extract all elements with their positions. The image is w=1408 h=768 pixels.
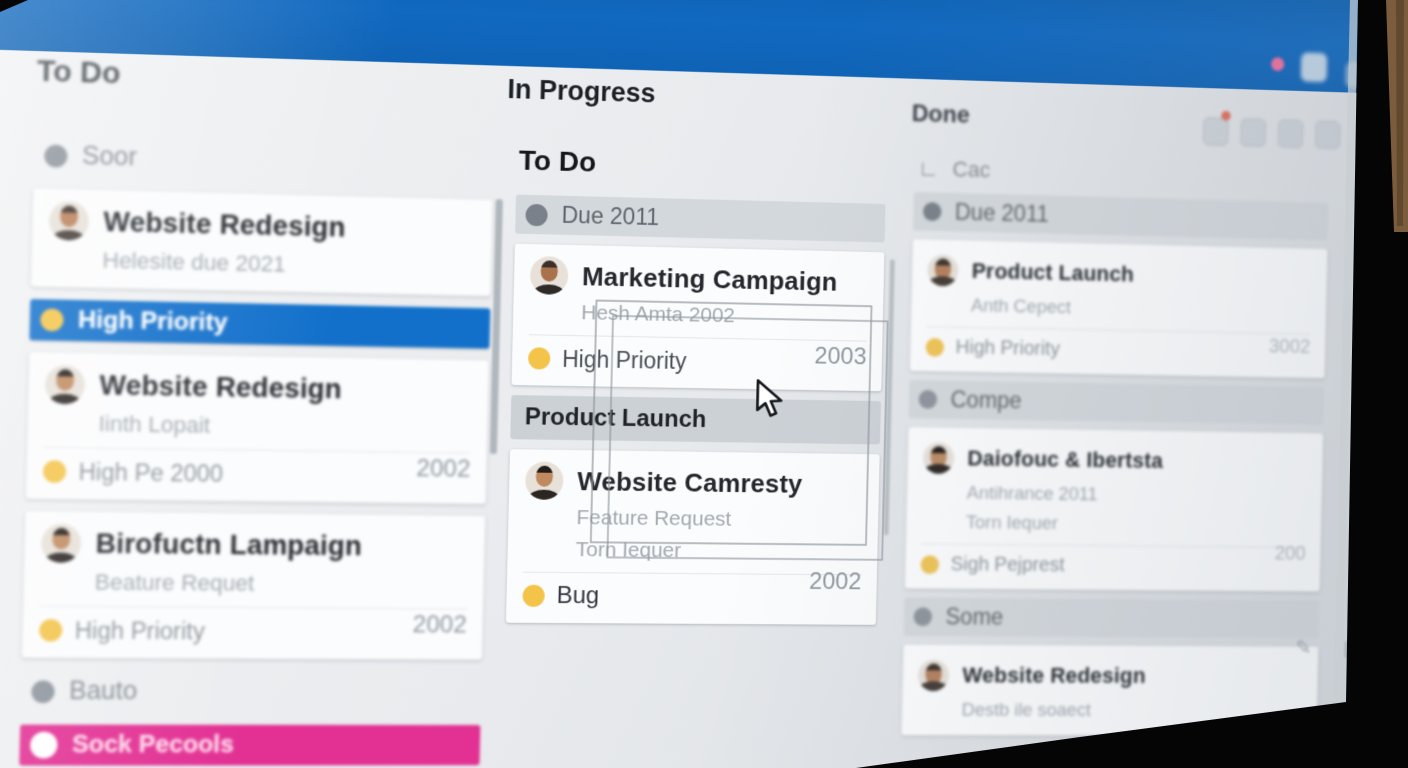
card-tag: Sigh Pejprest <box>950 554 1064 578</box>
app-logo: Trello <box>161 0 284 2</box>
group-dot-icon <box>913 607 932 626</box>
pink-label-row[interactable]: Sock Pecools <box>19 725 480 766</box>
user-avatar <box>927 254 959 286</box>
card-title: Website Redesign <box>962 663 1146 689</box>
alert-badge <box>1221 111 1231 121</box>
card-subtitle: Beature Requet <box>94 569 468 598</box>
list-group-row[interactable]: Compe <box>909 380 1325 425</box>
group-label: Due 2011 <box>561 202 659 231</box>
column-header-done: Done <box>911 100 969 129</box>
group-label: Some <box>945 604 1003 631</box>
list-title-row[interactable]: ∟ Cac <box>914 154 1329 195</box>
card-title: Website Redesign <box>99 369 342 405</box>
photo-frame: Trello To Do In Progress Done Soor Web <box>0 0 1408 768</box>
group-dot-icon <box>31 680 55 703</box>
task-card[interactable]: Birofuctn Lampaign Beature Requet High P… <box>22 511 486 660</box>
label-circle-icon <box>30 732 58 759</box>
task-card[interactable]: Website Redesign Helesite due 2021 <box>31 188 493 296</box>
group-dot-icon <box>919 390 938 409</box>
card-title: Product Launch <box>971 258 1134 287</box>
priority-dot-icon <box>926 338 945 357</box>
list-group-row[interactable]: Some <box>904 597 1320 638</box>
group-label: Due 2011 <box>955 199 1050 228</box>
card-action-icons: ✎ ▤ <box>1295 636 1362 660</box>
pink-label: Sock Pecools <box>72 731 234 760</box>
column-header-todo: To Do <box>37 55 121 91</box>
column-done: ∟ Cac Due 2011 Product Launch Anth Cepec… <box>901 154 1329 736</box>
edit-icon[interactable]: ✎ <box>1295 636 1312 660</box>
priority-dot-icon <box>920 555 939 574</box>
column-todo: Soor Website Redesign Helesite due 2021 … <box>19 134 494 766</box>
settings-icon[interactable] <box>1315 120 1341 149</box>
card-tag: High Pe 2000 <box>78 458 223 487</box>
list-group-row[interactable]: Due 2011 <box>913 192 1329 241</box>
status-dot-icon[interactable] <box>1227 760 1240 768</box>
column-header-in-progress: In Progress <box>507 74 656 109</box>
user-avatar <box>49 201 90 241</box>
drag-ghost-outline <box>576 282 916 575</box>
group-label: Soor <box>82 141 138 172</box>
priority-dot-icon <box>39 619 63 642</box>
user-avatar <box>525 461 564 500</box>
card-tag: Bug <box>556 582 599 610</box>
priority-dot-icon <box>43 460 67 483</box>
list-title: Cac <box>952 157 990 184</box>
card-subtitle: Destb ile soaect <box>961 700 1302 722</box>
user-avatar[interactable] <box>1331 749 1365 768</box>
card-tag: High Priority <box>74 617 205 645</box>
card-subtitle: Anth Cepect <box>971 296 1312 325</box>
mouse-cursor-icon <box>753 379 789 421</box>
board-toolbar <box>1203 117 1341 149</box>
app-window: Trello To Do In Progress Done Soor Web <box>0 0 1405 768</box>
group-dot-icon <box>923 202 942 221</box>
bottom-taskbar <box>1068 738 1405 768</box>
selected-label: High Priority <box>78 306 228 337</box>
corner-icon: ∟ <box>918 156 939 182</box>
task-card[interactable]: Daiofouc & Ibertsta Antihrance 2011 Torn… <box>905 427 1324 592</box>
card-subtitle: Antihrance 2011 <box>966 483 1307 509</box>
apps-icon[interactable] <box>1301 52 1328 82</box>
filter-icon[interactable] <box>1240 118 1266 147</box>
group-label: Bauto <box>69 677 138 707</box>
user-avatar <box>923 442 955 474</box>
group-dot-icon <box>44 144 68 167</box>
list-group-row[interactable]: Due 2011 <box>515 195 885 243</box>
card-title: Website Redesign <box>103 206 346 243</box>
selected-priority-row[interactable]: High Priority <box>29 299 490 349</box>
card-subtitle-2: Torn Iequer <box>966 512 1307 537</box>
card-number: 3002 <box>1269 336 1311 359</box>
account-icon[interactable] <box>1345 62 1369 89</box>
task-card[interactable]: Website Redesign Iinth Lopait High Pe 20… <box>26 352 489 504</box>
user-avatar <box>918 660 950 692</box>
priority-dot-icon <box>528 347 551 369</box>
card-title: Birofuctn Lampaign <box>95 528 362 562</box>
card-number: 200 <box>1274 543 1306 566</box>
list-group-row[interactable]: Soor <box>33 134 494 188</box>
task-card[interactable]: Product Launch Anth Cepect High Priority… <box>910 239 1328 378</box>
task-card[interactable]: Website Redesign Destb ile soaect <box>901 645 1318 736</box>
user-avatar <box>530 256 569 295</box>
notifications-icon[interactable] <box>1203 117 1229 146</box>
taskbar-label <box>1255 761 1317 768</box>
list-group-row[interactable]: Bauto <box>20 670 481 713</box>
card-number: 2002 <box>412 611 467 639</box>
user-avatar <box>41 524 82 563</box>
card-subtitle: Helesite due 2021 <box>102 247 475 282</box>
top-navigation-bar: Trello <box>0 0 1405 94</box>
archive-icon[interactable]: ▤ <box>1343 636 1362 660</box>
group-label: Compe <box>950 387 1022 415</box>
card-tag: High Priority <box>955 336 1060 361</box>
card-subtitle: Iinth Lopait <box>98 411 471 443</box>
list-title: To Do <box>516 142 886 194</box>
members-icon[interactable] <box>1278 119 1304 148</box>
priority-dot-icon <box>522 585 545 607</box>
notification-dot-icon[interactable] <box>1271 57 1284 71</box>
group-dot-icon <box>525 203 548 226</box>
tray-icon[interactable] <box>1380 761 1391 768</box>
user-avatar <box>45 365 86 405</box>
priority-dot-icon <box>40 308 64 331</box>
card-title: Daiofouc & Ibertsta <box>967 446 1163 474</box>
card-number: 2002 <box>416 455 471 484</box>
